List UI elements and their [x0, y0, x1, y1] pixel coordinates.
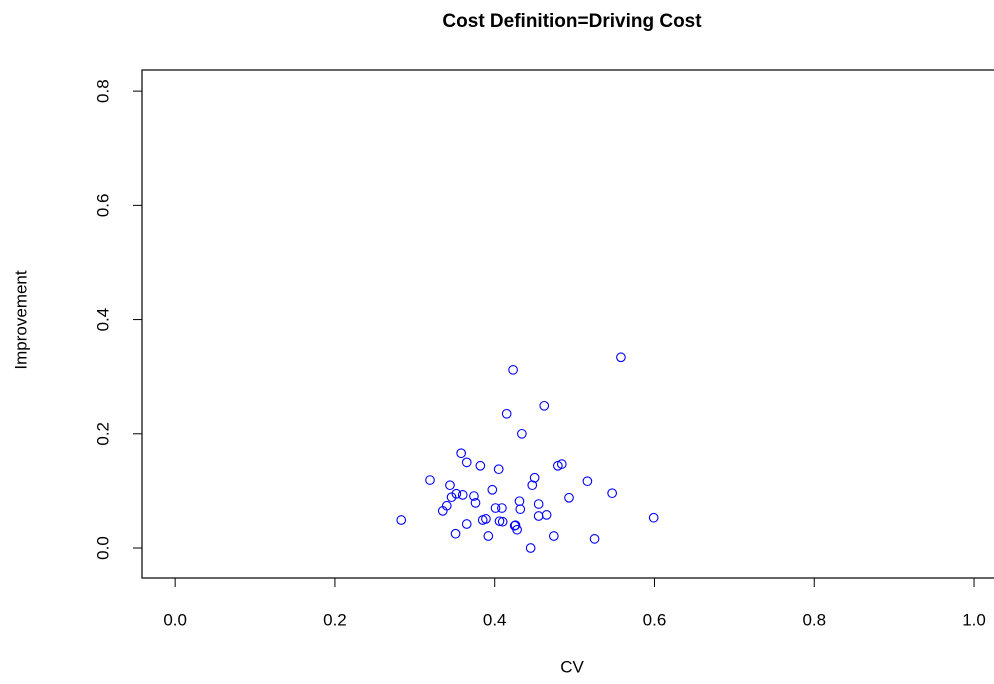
- point: [396, 515, 407, 525]
- point: [512, 524, 522, 535]
- point: [616, 352, 626, 363]
- x-tick-label: 0.0: [163, 610, 187, 629]
- y-tick-label: 0.2: [93, 422, 112, 446]
- y-axis-label: Improvement: [11, 270, 30, 369]
- point: [456, 448, 467, 459]
- x-axis-label: CV: [560, 657, 584, 676]
- point: [483, 531, 494, 541]
- plot-frame: [141, 69, 994, 579]
- point: [441, 500, 452, 511]
- x-tick-label: 0.2: [323, 610, 347, 629]
- point: [533, 499, 544, 509]
- x-tick-label: 1.0: [962, 610, 986, 629]
- point: [461, 519, 472, 529]
- y-tick-label: 0.6: [93, 194, 112, 218]
- point: [450, 528, 461, 539]
- y-tick-label: 0.8: [93, 79, 112, 103]
- point: [589, 534, 600, 544]
- point: [501, 408, 512, 419]
- point: [525, 543, 536, 553]
- point: [648, 512, 659, 523]
- point: [494, 516, 505, 527]
- point: [529, 472, 540, 483]
- point: [461, 457, 472, 468]
- point: [527, 480, 538, 491]
- chart-title: Cost Definition=Driving Cost: [442, 11, 702, 32]
- point: [548, 531, 559, 541]
- point: [514, 496, 525, 507]
- point: [564, 492, 574, 503]
- point: [541, 510, 552, 520]
- y-tick-label: 0.0: [93, 536, 112, 560]
- y-tick-label: 0.4: [93, 308, 112, 332]
- point: [517, 428, 527, 439]
- point: [469, 491, 479, 501]
- point: [493, 464, 504, 475]
- point: [510, 520, 521, 531]
- point: [451, 488, 462, 499]
- point: [497, 516, 508, 527]
- point: [475, 460, 486, 471]
- point: [470, 498, 481, 508]
- point: [481, 514, 491, 524]
- x-tick-label: 0.8: [802, 610, 826, 629]
- x-tick-label: 0.6: [643, 610, 667, 629]
- point: [446, 492, 457, 503]
- point: [487, 484, 498, 495]
- point: [582, 476, 593, 487]
- point: [445, 480, 455, 491]
- point: [425, 475, 435, 485]
- point: [497, 503, 507, 513]
- point: [533, 511, 544, 521]
- point: [607, 488, 617, 499]
- point: [457, 490, 468, 500]
- point: [515, 504, 526, 515]
- point: [490, 503, 501, 513]
- point: [508, 364, 518, 375]
- x-tick-label: 0.4: [483, 610, 507, 629]
- point: [539, 400, 550, 411]
- point: [556, 459, 567, 469]
